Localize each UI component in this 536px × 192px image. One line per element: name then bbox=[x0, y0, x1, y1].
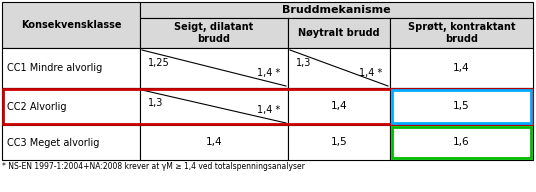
Bar bbox=[288, 125, 390, 160]
Bar bbox=[288, 88, 390, 125]
Text: Bruddmekanisme: Bruddmekanisme bbox=[282, 5, 391, 15]
Text: Seigt, dilatant
brudd: Seigt, dilatant brudd bbox=[174, 22, 254, 44]
Bar bbox=[140, 88, 288, 125]
Text: CC2 Alvorlig: CC2 Alvorlig bbox=[7, 102, 66, 112]
Text: 1,4 *: 1,4 * bbox=[359, 68, 382, 78]
Bar bbox=[2, 2, 140, 48]
Text: Konsekvensklasse: Konsekvensklasse bbox=[21, 20, 121, 30]
Bar bbox=[288, 48, 390, 88]
Text: CC1 Mindre alvorlig: CC1 Mindre alvorlig bbox=[7, 63, 102, 73]
Bar bbox=[140, 125, 288, 160]
Text: Sprøtt, kontraktant
brudd: Sprøtt, kontraktant brudd bbox=[408, 22, 515, 44]
Text: 1,5: 1,5 bbox=[331, 137, 347, 147]
Bar bbox=[140, 18, 288, 48]
Bar bbox=[392, 90, 531, 123]
Bar bbox=[390, 48, 533, 88]
Bar bbox=[2, 48, 140, 88]
Text: 1,4 *: 1,4 * bbox=[257, 68, 280, 78]
Text: 1,6: 1,6 bbox=[453, 137, 470, 147]
Text: CC3 Meget alvorlig: CC3 Meget alvorlig bbox=[7, 137, 99, 147]
Text: 1,4: 1,4 bbox=[206, 137, 222, 147]
Text: 1,5: 1,5 bbox=[453, 102, 470, 112]
Bar bbox=[390, 18, 533, 48]
Bar bbox=[140, 48, 288, 88]
Text: 1,3: 1,3 bbox=[148, 98, 163, 108]
Bar bbox=[288, 18, 390, 48]
Text: 1,25: 1,25 bbox=[148, 58, 170, 68]
Bar bbox=[390, 125, 533, 160]
Bar bbox=[2, 88, 140, 125]
Bar bbox=[390, 88, 533, 125]
Text: 1,3: 1,3 bbox=[296, 58, 311, 68]
Bar bbox=[392, 127, 531, 158]
Bar bbox=[140, 2, 533, 18]
Text: Nøytralt brudd: Nøytralt brudd bbox=[298, 28, 380, 38]
Bar bbox=[3, 89, 532, 124]
Bar bbox=[2, 125, 140, 160]
Text: * NS-EN 1997-1:2004+NA:2008 krever at γM ≥ 1,4 ved totalspenningsanalyser: * NS-EN 1997-1:2004+NA:2008 krever at γM… bbox=[2, 162, 305, 171]
Text: 1,4: 1,4 bbox=[453, 63, 470, 73]
Text: 1,4: 1,4 bbox=[331, 102, 347, 112]
Text: 1,4 *: 1,4 * bbox=[257, 105, 280, 115]
